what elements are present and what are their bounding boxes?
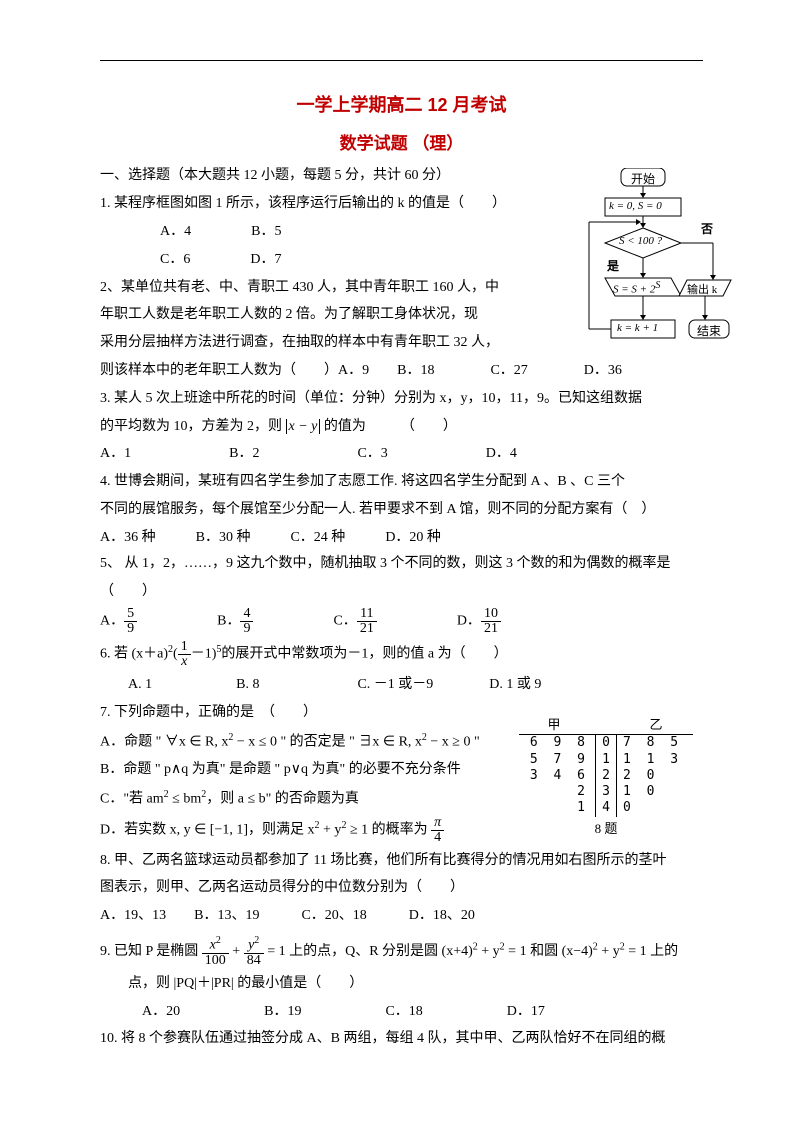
q1-D: D．7 bbox=[250, 248, 281, 268]
q9-l2: 点，则 |PQ|＋|PR| 的最小值是（ ） bbox=[100, 972, 703, 996]
q9-opts: A．20 B．19 C．18 D．17 bbox=[100, 1000, 703, 1024]
sl-header: 甲 乙 bbox=[519, 718, 693, 734]
q4-C: C．24 种 bbox=[290, 526, 345, 546]
fc-s2: k = k + 1 bbox=[617, 322, 658, 334]
q5-C: C．1121 bbox=[333, 607, 376, 636]
q5-l2: （ ） bbox=[100, 580, 703, 604]
stem-leaf-plot: 甲 乙 6 9 807 8 5 5 7 911 1 3 3 4 622 0 23… bbox=[519, 718, 693, 837]
fc-end: 结束 bbox=[697, 322, 721, 339]
q6-l1: 6. 若 (x＋a)2(1x－1)5的展开式中常数项为－1，则的值 a 为（ ） bbox=[100, 640, 703, 669]
q3-opts: A．1 B．2 C．3 D．4 bbox=[100, 442, 703, 466]
q9-l1: 9. 已知 P 是椭圆 x2100 + y284 = 1 上的点，Q、R 分别是… bbox=[100, 936, 703, 968]
q3-l2b: 的值为 （ ） bbox=[324, 419, 457, 434]
q5-A: A．59 bbox=[100, 607, 137, 636]
sl-row: 6 9 807 8 5 bbox=[519, 735, 693, 751]
flowchart: 开始 k = 0, S = 0 S < 100 ? 是 否 S = S + 2S… bbox=[553, 168, 733, 372]
q4-B: B．30 种 bbox=[196, 526, 251, 546]
q3-l2a: 的平均数为 10，方差为 2，则 bbox=[100, 419, 282, 434]
q3-abs: x − y bbox=[286, 419, 321, 434]
q3-l1: 3. 某人 5 次上班途中所花的时间（单位：分钟）分别为 x，y，10，11，9… bbox=[100, 387, 703, 411]
q5-opts: A．59 B．49 C．1121 D．1021 bbox=[100, 607, 703, 636]
sl-row: 231 0 bbox=[519, 784, 693, 800]
q4-opts: A．36 种 B．30 种 C．24 种 D．20 种 bbox=[100, 526, 703, 546]
q4-l1: 4. 世博会期间，某班有四名学生参加了志愿工作. 将这四名学生分配到 A 、B … bbox=[100, 470, 703, 494]
q4-D: D．20 种 bbox=[385, 526, 441, 546]
fc-init: k = 0, S = 0 bbox=[609, 200, 662, 212]
sl-row: 140 bbox=[519, 800, 693, 816]
fc-out: 输出 k bbox=[687, 281, 717, 297]
exam-page: 一学上学期高二 12 月考试 数学试题 （理） bbox=[0, 0, 793, 1095]
q1-C: C．6 bbox=[160, 248, 190, 268]
q1-B: B．5 bbox=[251, 220, 281, 240]
q4-A: A．36 种 bbox=[100, 526, 156, 546]
sl-row: 3 4 622 0 bbox=[519, 768, 693, 784]
q5-D: D．1021 bbox=[457, 607, 501, 636]
q8-l1: 8. 甲、乙两名篮球运动员都参加了 11 场比赛，他们所有比赛得分的情况用如右图… bbox=[100, 849, 703, 873]
q5-B: B．49 bbox=[217, 607, 253, 636]
sl-rows: 6 9 807 8 5 5 7 911 1 3 3 4 622 0 231 0 … bbox=[519, 734, 693, 816]
sl-row: 5 7 911 1 3 bbox=[519, 752, 693, 768]
sl-caption: 8 题 bbox=[519, 821, 693, 837]
q6-opts: A. 1 B. 8 C. －1 或－9 D. 1 或 9 bbox=[100, 673, 703, 697]
fc-yes: 是 bbox=[607, 257, 619, 274]
q3-l2: 的平均数为 10，方差为 2，则 x − y 的值为 （ ） bbox=[100, 415, 703, 439]
fc-no: 否 bbox=[701, 220, 713, 237]
q10-l1: 10. 将 8 个参赛队伍通过抽签分成 A、B 两组，每组 4 队，其中甲、乙两… bbox=[100, 1027, 703, 1051]
q8-opts: A．19、13 B．13、19 C．20、18 D．18、20 bbox=[100, 904, 703, 928]
fc-start: 开始 bbox=[631, 170, 655, 187]
exam-title-sub: 数学试题 （理） bbox=[100, 129, 703, 154]
exam-title-main: 一学上学期高二 12 月考试 bbox=[100, 91, 703, 117]
top-rule bbox=[100, 60, 703, 61]
fc-cond: S < 100 ? bbox=[619, 235, 662, 247]
q8-l2: 图表示，则甲、乙两名运动员得分的中位数分别为（ ） bbox=[100, 876, 703, 900]
fc-s1: S = S + 2S bbox=[613, 280, 660, 296]
q5-l1: 5、 从 1，2，……，9 这九个数中，随机抽取 3 个不同的数，则这 3 个数… bbox=[100, 552, 703, 576]
q4-l2: 不同的展馆服务，每个展馆至少分配一人. 若甲要求不到 A 馆，则不同的分配方案有… bbox=[100, 498, 703, 522]
q1-A: A．4 bbox=[160, 220, 191, 240]
